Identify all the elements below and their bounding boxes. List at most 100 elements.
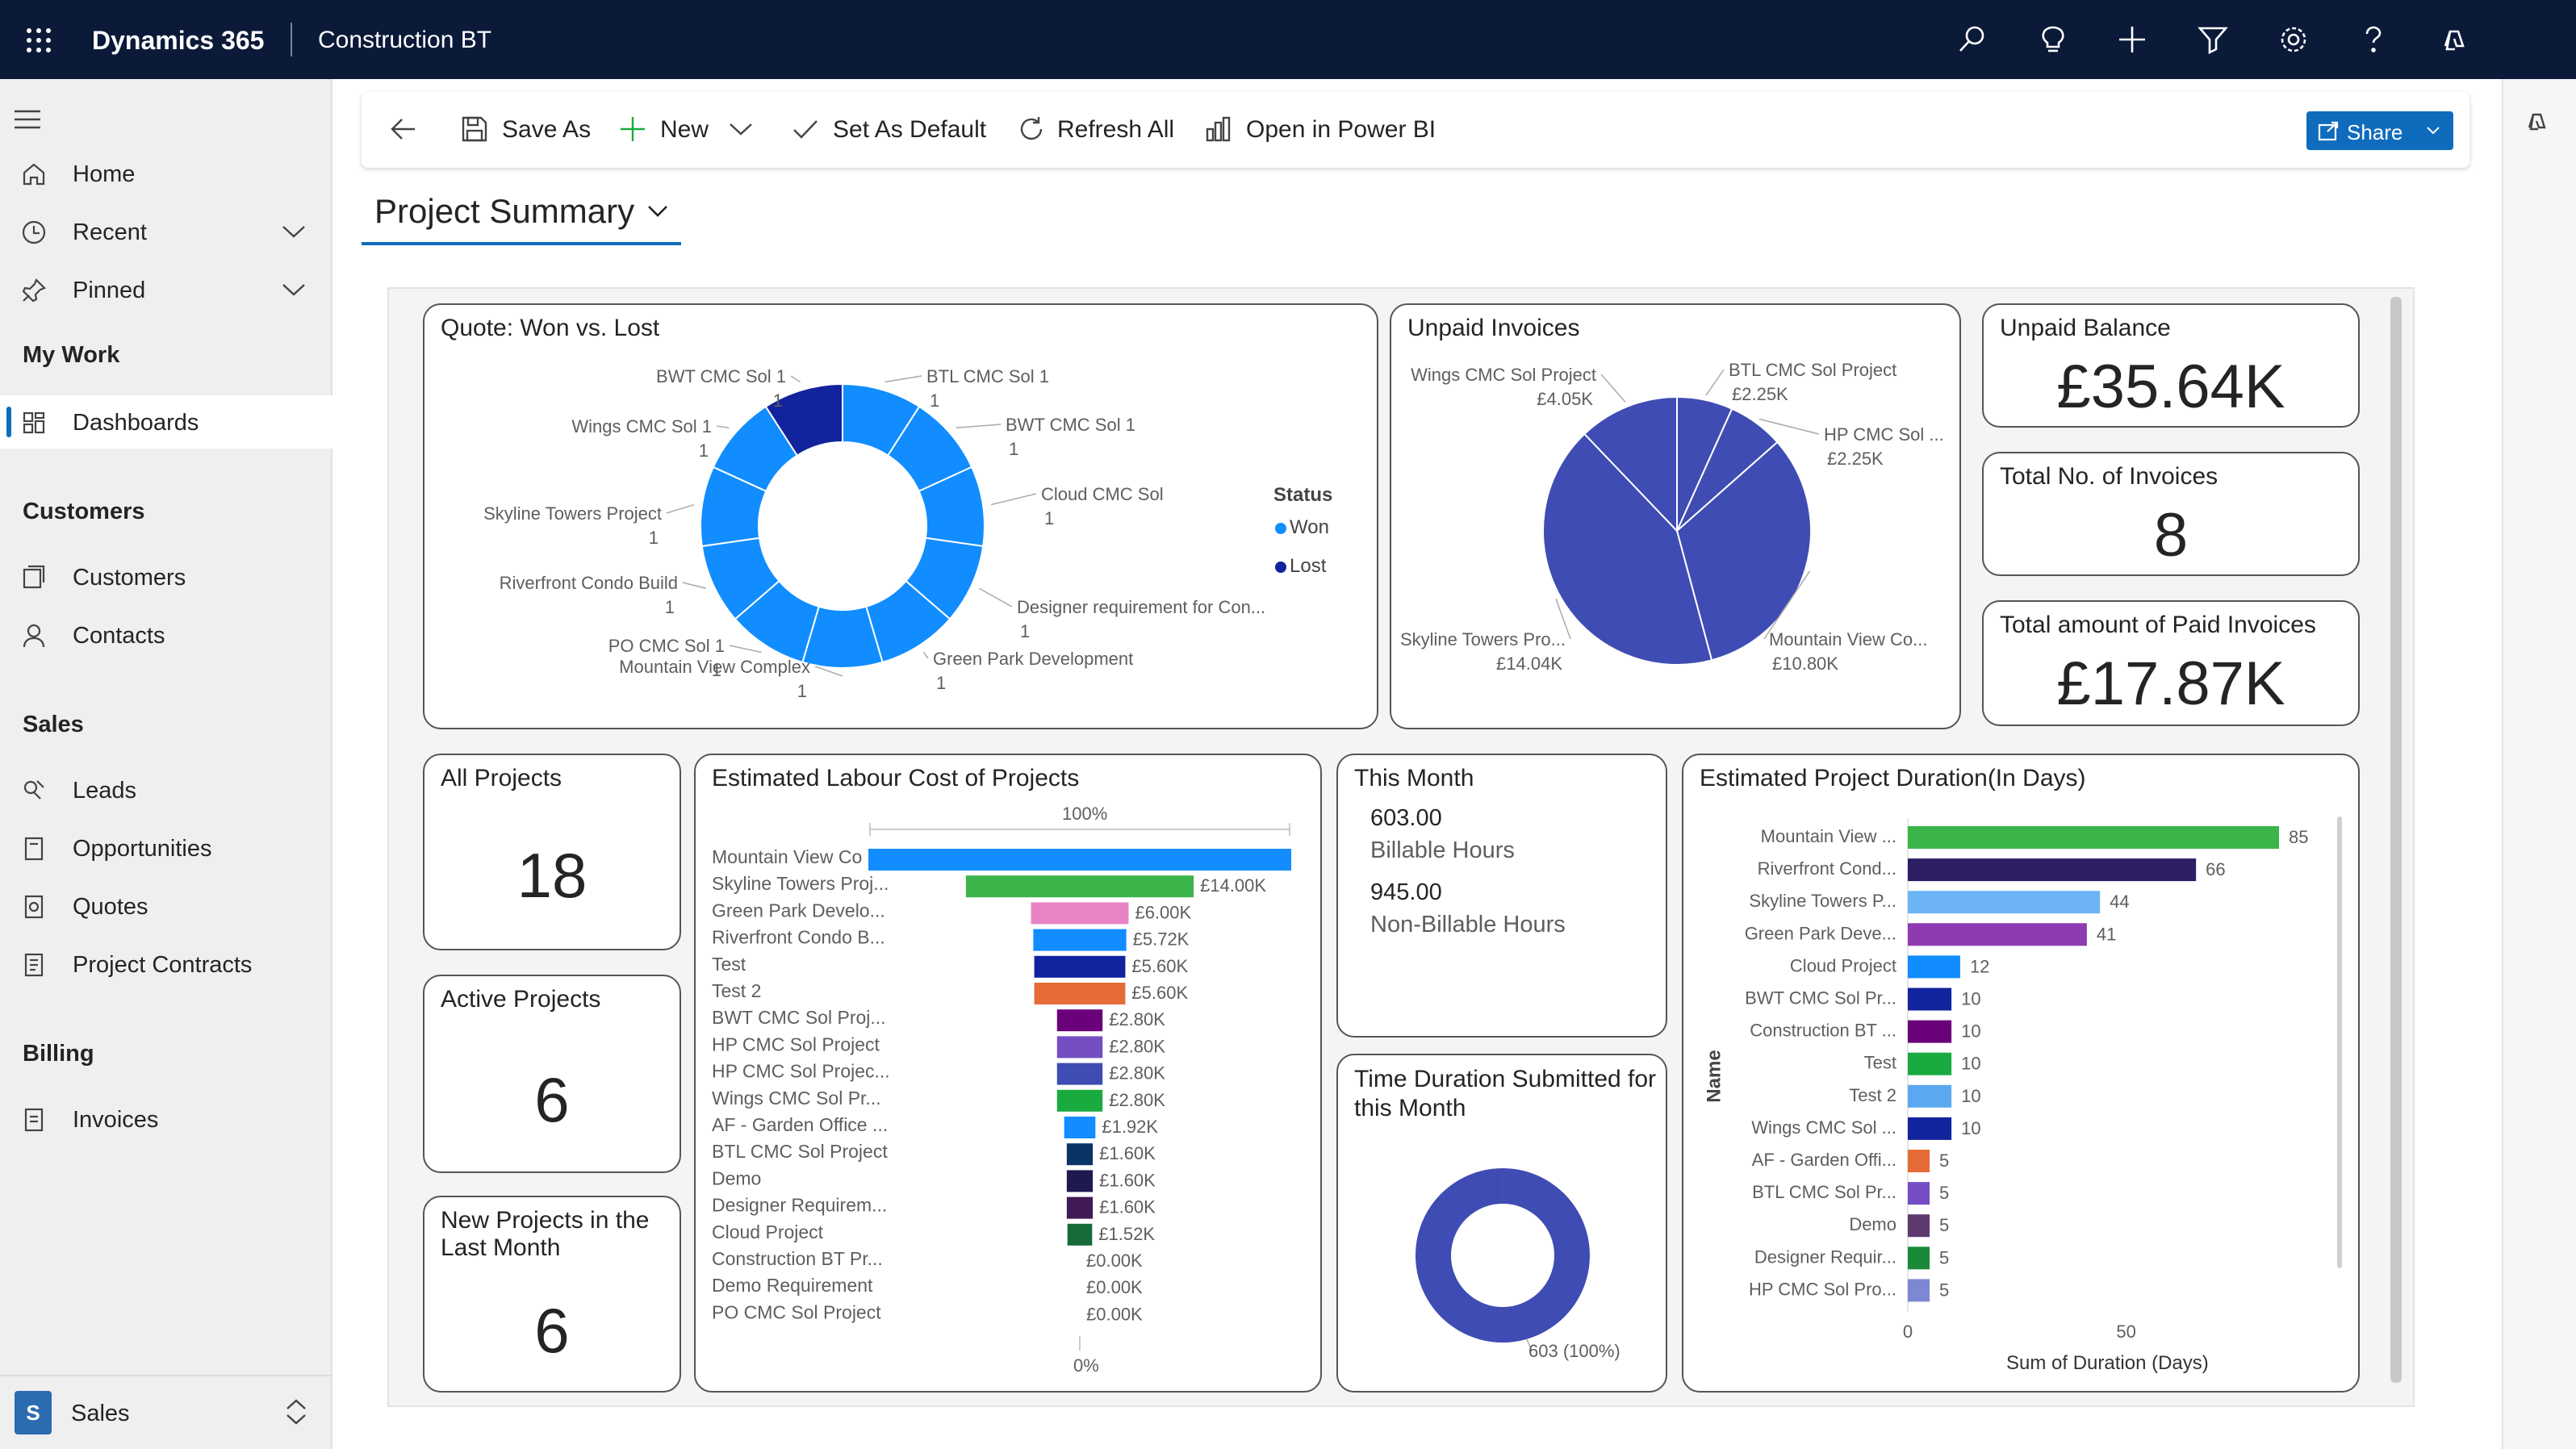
- app-name[interactable]: Dynamics 365: [92, 26, 265, 55]
- tile-active-projects[interactable]: Active Projects 6: [423, 975, 681, 1173]
- new-button[interactable]: New: [660, 116, 709, 143]
- search-icon[interactable]: [1956, 23, 1988, 56]
- tile-quote-won-lost[interactable]: Quote: Won vs. Lost BTL CMC Sol 1 1 BWT CM…: [423, 303, 1378, 729]
- duration-value-label: 10: [1961, 989, 1980, 1009]
- funnel-bar: [1033, 929, 1127, 951]
- power-bi-icon: [1204, 115, 1233, 144]
- tile-labour-cost[interactable]: Estimated Labour Cost of Projects Mounta…: [694, 754, 1322, 1393]
- dashboard-scrollbar[interactable]: [2390, 297, 2402, 1383]
- sidebar-item-opportunities[interactable]: Opportunities: [0, 821, 332, 875]
- leader-line: [666, 503, 695, 514]
- duration-category-label: Cloud Project: [1790, 955, 1896, 975]
- slice-label: BTL CMC Sol 1: [926, 366, 1049, 386]
- tile-new-projects[interactable]: New Projects in the Last Month 6: [423, 1196, 681, 1393]
- slice-label: BWT CMC Sol 1: [1006, 415, 1135, 435]
- funnel-value-label: £5.72K: [1133, 929, 1190, 950]
- copilot-pane-icon[interactable]: [2523, 106, 2552, 136]
- tile-title: This Month: [1354, 765, 1474, 791]
- funnel-category-label: Riverfront Condo B...: [712, 927, 885, 948]
- slice-label: Designer requirement for Con...: [1017, 597, 1265, 617]
- set-as-default-button[interactable]: Set As Default: [833, 116, 987, 143]
- sidebar-item-label: Project Contracts: [73, 952, 253, 978]
- chevron-down-icon[interactable]: [281, 221, 307, 242]
- funnel-bar: [1056, 1089, 1103, 1112]
- sidebar-item-pinned[interactable]: Pinned: [0, 263, 332, 316]
- share-button[interactable]: Share: [2306, 111, 2453, 150]
- funnel-value-label: £0.00K: [1086, 1277, 1143, 1297]
- settings-icon[interactable]: [2277, 23, 2310, 56]
- nonbillable-hours-label: Non-Billable Hours: [1370, 912, 1566, 937]
- sidebar-item-customers[interactable]: Customers: [0, 550, 332, 603]
- sidebar-item-label: Pinned: [73, 278, 146, 303]
- slice-label: Green Park Development: [933, 649, 1133, 669]
- refresh-all-button[interactable]: Refresh All: [1057, 116, 1175, 143]
- help-icon[interactable]: [2356, 23, 2389, 56]
- chevron-down-icon[interactable]: [726, 115, 755, 144]
- duration-value-label: 5: [1939, 1150, 1949, 1171]
- funnel-value-label: £2.80K: [1109, 1063, 1165, 1084]
- all-projects-value: 18: [516, 840, 588, 911]
- slice-value: 1: [930, 390, 939, 411]
- sidebar-item-leads[interactable]: Leads: [0, 763, 332, 816]
- chevron-down-icon[interactable]: [281, 279, 307, 300]
- lightbulb-icon[interactable]: [2037, 23, 2069, 56]
- funnel-category-label: Demo Requirement: [712, 1275, 873, 1296]
- sidebar-item-home[interactable]: Home: [0, 147, 332, 200]
- funnel-category-label: HP CMC Sol Project: [712, 1034, 880, 1054]
- duration-category-label: Mountain View ...: [1761, 826, 1896, 846]
- sidebar-item-project-contracts[interactable]: Project Contracts: [0, 937, 332, 991]
- sidebar-item-contacts[interactable]: Contacts: [0, 608, 332, 662]
- duration-chart-scrollbar[interactable]: [2337, 816, 2342, 1268]
- tile-this-month[interactable]: This Month 603.00 Billable Hours 945.00 …: [1336, 754, 1667, 1038]
- sidebar-item-label: Quotes: [73, 894, 148, 920]
- dashboard-icon: [21, 410, 47, 436]
- sidebar-item-invoices[interactable]: Invoices: [0, 1092, 332, 1146]
- tile-title: Active Projects: [441, 986, 601, 1013]
- environment-name[interactable]: Construction BT: [318, 27, 492, 53]
- tile-all-projects[interactable]: All Projects 18: [423, 754, 681, 950]
- funnel-category-label: Demo: [712, 1167, 761, 1188]
- funnel-bar: [1034, 983, 1126, 1004]
- dashboard-title: Project Summary: [374, 192, 635, 230]
- command-bar: Save As New Set As Default Refresh All O…: [362, 92, 2469, 168]
- dashboard-selector[interactable]: Project Summary: [362, 182, 681, 245]
- duration-value-label: 10: [1961, 1054, 1980, 1074]
- tile-unpaid-balance[interactable]: Unpaid Balance £35.64K: [1982, 303, 2360, 428]
- sidebar-item-dashboards[interactable]: Dashboards: [0, 395, 332, 449]
- sidebar-item-quotes[interactable]: Quotes: [0, 879, 332, 933]
- plus-icon[interactable]: [2116, 23, 2148, 56]
- funnel-category-label: PO CMC Sol Project: [712, 1301, 881, 1322]
- area-switcher[interactable]: S Sales: [0, 1375, 331, 1449]
- duration-category-label: Test: [1864, 1053, 1896, 1073]
- tile-time-duration[interactable]: Time Duration Submitted for this Month 6…: [1336, 1054, 1667, 1393]
- hamburger-menu-icon[interactable]: [13, 108, 42, 131]
- labour-cost-chart: Mountain View Co Skyline Towers Proj... £1…: [712, 823, 1291, 1351]
- chevron-updown-icon[interactable]: [282, 1396, 310, 1428]
- app-launcher-icon[interactable]: [24, 26, 53, 55]
- funnel-category-label: Test 2: [712, 980, 761, 1001]
- plus-icon: [618, 115, 647, 144]
- billable-hours-label: Billable Hours: [1370, 837, 1515, 863]
- tile-total-invoices[interactable]: Total No. of Invoices 8: [1982, 452, 2360, 576]
- funnel-category-label: BTL CMC Sol Project: [712, 1141, 888, 1162]
- area-badge: S: [15, 1391, 52, 1434]
- slice-value: 1: [1009, 439, 1018, 459]
- filter-icon[interactable]: [2197, 23, 2229, 56]
- funnel-category-label: Construction BT Pr...: [712, 1248, 883, 1269]
- tile-paid-invoices[interactable]: Total amount of Paid Invoices £17.87K: [1982, 600, 2360, 726]
- tile-unpaid-invoices[interactable]: Unpaid Invoices BTL CMC Sol Project £2.25…: [1390, 303, 1961, 729]
- funnel-bar: [1066, 1143, 1094, 1166]
- copilot-icon[interactable]: [2439, 23, 2471, 56]
- back-arrow-icon[interactable]: [389, 115, 418, 144]
- tile-title: Total No. of Invoices: [2000, 463, 2218, 490]
- slice-value: £2.25K: [1827, 449, 1884, 469]
- duration-value-label: 10: [1961, 1086, 1980, 1106]
- leader-line: [1555, 599, 1571, 640]
- sidebar-section-customers: Customers: [23, 499, 145, 524]
- sidebar-section-my-work: My Work: [23, 342, 120, 368]
- tile-project-duration[interactable]: Estimated Project Duration(In Days) 0 50 M…: [1682, 754, 2360, 1393]
- funnel-value-label: £0.00K: [1086, 1251, 1143, 1271]
- sidebar-item-recent[interactable]: Recent: [0, 205, 332, 258]
- open-in-power-bi-button[interactable]: Open in Power BI: [1246, 116, 1436, 143]
- save-as-button[interactable]: Save As: [502, 116, 592, 143]
